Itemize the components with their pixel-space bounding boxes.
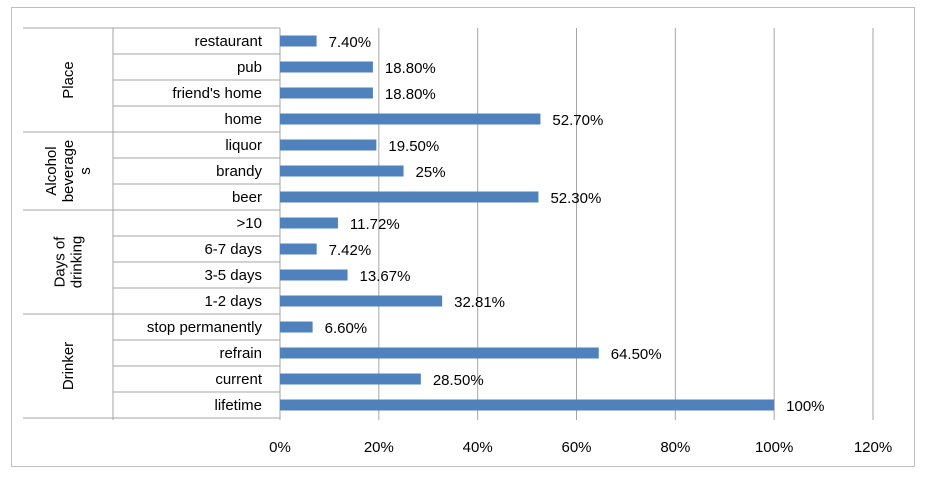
x-axis-ticks: 0% 20% 40% 60% 80% 100% 120% — [269, 439, 892, 456]
category-label: friend's home — [172, 85, 262, 102]
category-label: >10 — [237, 215, 262, 232]
bar — [280, 373, 421, 385]
data-label: 11.72% — [350, 216, 400, 233]
bar — [280, 139, 377, 151]
data-label: 19.50% — [388, 138, 439, 155]
bar — [280, 87, 373, 99]
data-labels: 7.40% 18.80% 18.80% 52.70% 19.50% 25% 52.30% 11… — [325, 34, 825, 415]
group-label-line: Alcohol — [43, 146, 60, 195]
data-label: 28.50% — [433, 372, 484, 389]
group-label: Drinker — [60, 342, 77, 390]
data-label: 100% — [786, 398, 824, 415]
data-label: 25% — [416, 164, 446, 181]
category-label: beer — [232, 189, 262, 206]
group-label: Alcoholbeverages — [43, 140, 94, 203]
x-tick-label: 80% — [660, 439, 690, 456]
gridlines — [279, 28, 874, 420]
category-label: stop permanently — [147, 319, 263, 336]
category-label: 3-5 days — [204, 267, 262, 284]
data-label: 18.80% — [385, 60, 436, 77]
data-label: 7.40% — [329, 34, 372, 51]
category-label: pub — [237, 59, 262, 76]
bar — [280, 347, 599, 359]
group-label-line: Drinker — [60, 342, 77, 390]
data-label: 52.70% — [552, 112, 603, 129]
bar — [280, 165, 404, 177]
data-label: 7.42% — [329, 242, 372, 259]
bar — [280, 269, 348, 281]
x-tick-label: 40% — [463, 439, 493, 456]
category-label: home — [224, 111, 262, 128]
bar — [280, 35, 317, 47]
category-label: lifetime — [214, 397, 262, 414]
category-label: 6-7 days — [204, 241, 262, 258]
category-label: current — [215, 371, 263, 388]
data-label: 6.60% — [325, 320, 368, 337]
category-label: 1-2 days — [204, 293, 262, 310]
category-label: liquor — [225, 137, 262, 154]
bar — [280, 399, 775, 411]
group-label-line: Days of — [52, 236, 69, 288]
x-tick-label: 0% — [269, 439, 291, 456]
x-tick-label: 60% — [561, 439, 591, 456]
group-label: Days ofdrinking — [52, 236, 86, 289]
data-label: 13.67% — [360, 268, 411, 285]
bar — [280, 295, 443, 307]
category-axis: restaurant pub friend's home home Place liquo… — [23, 27, 281, 420]
bar — [280, 113, 541, 125]
bar — [280, 191, 539, 203]
bars — [280, 35, 775, 411]
category-label: restaurant — [194, 33, 262, 50]
bar — [280, 217, 338, 229]
category-label: brandy — [216, 163, 262, 180]
bar — [280, 243, 317, 255]
x-tick-label: 120% — [854, 439, 892, 456]
data-label: 18.80% — [385, 86, 436, 103]
x-tick-label: 20% — [364, 439, 394, 456]
group-label-line: beverage — [60, 140, 77, 203]
bar-chart: restaurant pub friend's home home Place liquo… — [23, 27, 892, 456]
data-label: 52.30% — [550, 190, 601, 207]
group-label: Place — [60, 61, 77, 99]
chart-frame: restaurant pub friend's home home Place liquo… — [11, 7, 915, 467]
data-label: 64.50% — [611, 346, 662, 363]
x-tick-label: 100% — [755, 439, 793, 456]
data-label: 32.81% — [454, 294, 505, 311]
group-label-line: s — [77, 167, 94, 175]
bar — [280, 321, 313, 333]
group-label-line: drinking — [69, 236, 86, 289]
category-label: refrain — [219, 345, 262, 362]
bar — [280, 61, 373, 73]
group-label-line: Place — [60, 61, 77, 99]
